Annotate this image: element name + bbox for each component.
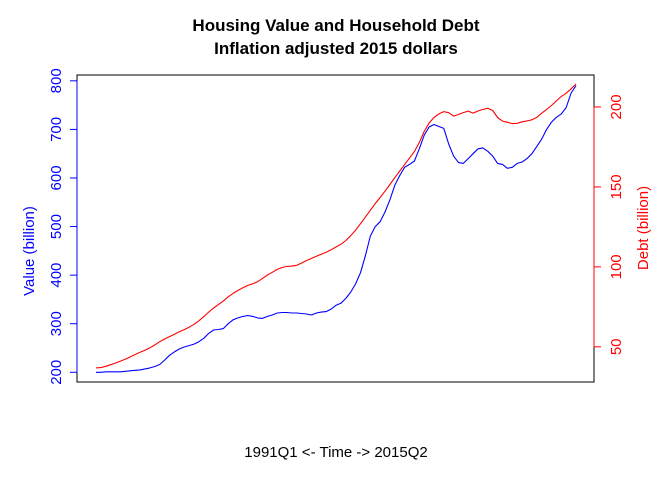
left-tick-label: 300 (48, 311, 65, 336)
left-y-axis-label: Value (billion) (21, 206, 38, 296)
right-y-axis-label: Debt (billion) (635, 186, 652, 270)
x-axis-label: 1991Q1 <- Time -> 2015Q2 (244, 444, 427, 461)
right-tick-label: 100 (608, 254, 625, 279)
chart-title: Housing Value and Household Debt (192, 16, 479, 35)
series-line-value (96, 85, 577, 373)
left-y-axis: 200 300 400 500 600 700 800 (48, 68, 78, 385)
left-tick-label: 800 (48, 68, 65, 93)
chart-subtitle: Inflation adjusted 2015 dollars (214, 39, 458, 58)
left-tick-label: 500 (48, 214, 65, 239)
plot-frame (76, 74, 595, 383)
right-y-axis: 50 100 150 200 (593, 94, 625, 355)
right-tick-label: 50 (608, 338, 625, 355)
left-tick-label: 400 (48, 263, 65, 288)
right-tick-label: 150 (608, 174, 625, 199)
left-tick-label: 200 (48, 360, 65, 385)
left-tick-label: 600 (48, 165, 65, 190)
series-line-debt (95, 83, 577, 369)
left-tick-label: 700 (48, 117, 65, 142)
series-layer (95, 83, 577, 373)
right-tick-label: 200 (608, 94, 625, 119)
